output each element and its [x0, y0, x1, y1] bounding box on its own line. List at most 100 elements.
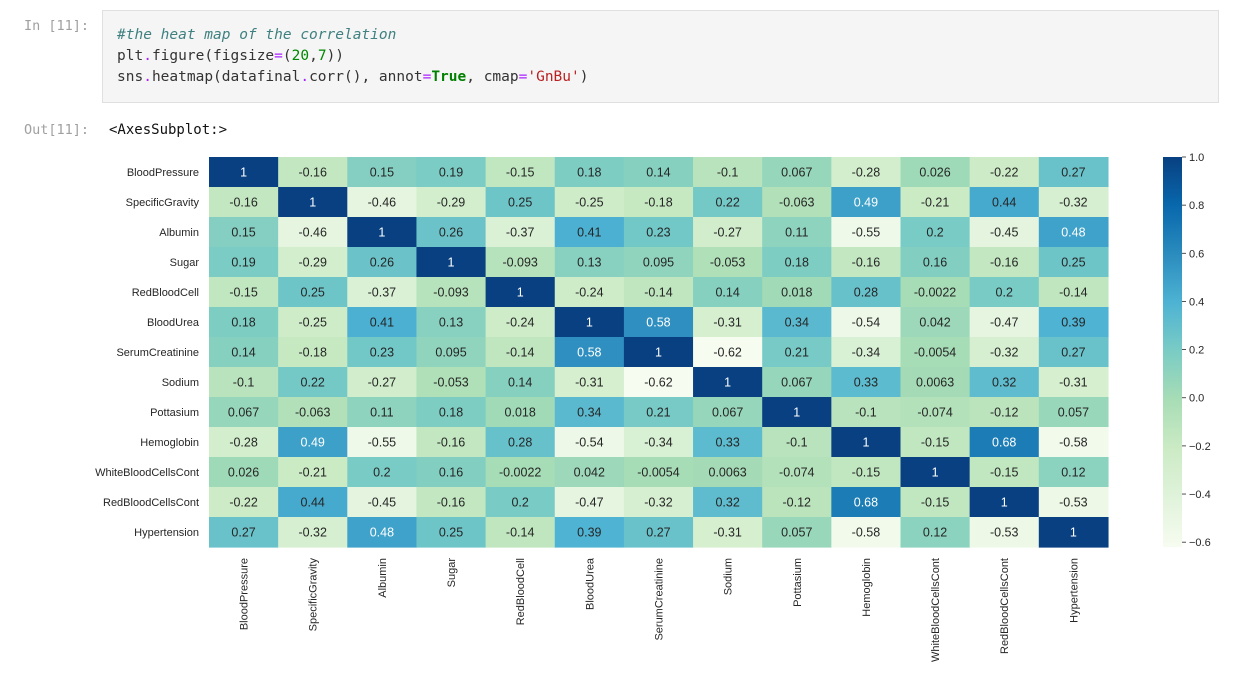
heatmap-cell	[554, 217, 625, 248]
heatmap-cell	[831, 277, 902, 308]
heatmap-annotation: 0.2	[926, 226, 943, 240]
heatmap-annotation: 0.25	[439, 526, 463, 540]
heatmap-cell	[831, 487, 902, 518]
heatmap-annotation: -0.53	[1059, 496, 1088, 510]
heatmap-cell	[900, 307, 971, 338]
heatmap-annotation: -0.063	[779, 196, 814, 210]
heatmap-cell	[209, 217, 279, 248]
heatmap-annotation: 0.057	[1058, 406, 1089, 420]
heatmap-cell	[278, 157, 348, 188]
heatmap-cell	[347, 457, 418, 488]
heatmap-annotation: 0.44	[992, 196, 1016, 210]
heatmap-cell	[278, 277, 348, 308]
heatmap-annotation: 1	[517, 286, 524, 300]
code-cell[interactable]: #the heat map of the correlation plt.fig…	[102, 10, 1219, 103]
heatmap-annotation: -0.12	[990, 406, 1019, 420]
heatmap-cell	[554, 427, 625, 458]
heatmap-cell	[831, 307, 902, 338]
heatmap-annotation: 0.18	[577, 166, 601, 180]
heatmap-cell	[969, 487, 1040, 518]
heatmap-annotation: 0.067	[781, 166, 812, 180]
heatmap-cell	[831, 157, 902, 188]
heatmap-cell	[347, 427, 418, 458]
heatmap-cell	[762, 397, 832, 428]
heatmap-annotation: 0.095	[435, 346, 466, 360]
heatmap-cell	[1038, 457, 1109, 488]
heatmap-cell	[900, 217, 971, 248]
heatmap-annotation: 0.33	[854, 376, 878, 390]
heatmap-cell	[623, 487, 694, 518]
heatmap-cell	[347, 157, 418, 188]
heatmap-cell	[1038, 157, 1109, 188]
heatmap-annotation: -0.31	[713, 526, 742, 540]
heatmap-cell	[485, 367, 556, 398]
heatmap-annotation: -0.16	[852, 256, 881, 270]
heatmap-cell	[693, 427, 763, 458]
heatmap-annotation: -0.18	[644, 196, 673, 210]
heatmap-annotation: -0.47	[990, 316, 1019, 330]
heatmap-annotation: 0.026	[919, 166, 950, 180]
heatmap-annotation: 0.33	[715, 436, 739, 450]
heatmap-annotation: 1	[1001, 496, 1008, 510]
code-token: plt	[117, 48, 144, 64]
heatmap-annotation: 1	[724, 376, 731, 390]
heatmap-annotation: 0.28	[854, 286, 878, 300]
heatmap-cell	[762, 277, 832, 308]
heatmap-cell	[693, 187, 763, 218]
heatmap-annotation: -0.16	[437, 496, 466, 510]
heatmap-cell	[831, 517, 902, 548]
heatmap-cell	[416, 427, 487, 458]
heatmap-annotation: 0.23	[370, 346, 394, 360]
code-line-comment: #the heat map of the correlation	[117, 27, 396, 43]
heatmap-cell	[831, 457, 902, 488]
colorbar-tick-label: −0.6	[1189, 537, 1211, 549]
heatmap-annotation: 0.48	[1061, 226, 1085, 240]
heatmap-cell	[693, 247, 763, 278]
heatmap-annotation: 0.13	[577, 256, 601, 270]
heatmap-cell	[416, 397, 487, 428]
heatmap-cell	[900, 277, 971, 308]
heatmap-annotation: 1	[309, 196, 316, 210]
heatmap-annotation: 0.26	[439, 226, 463, 240]
heatmap-annotation: 0.18	[785, 256, 809, 270]
heatmap-cell	[831, 337, 902, 368]
heatmap-cell	[900, 487, 971, 518]
heatmap-annotation: 0.25	[1061, 256, 1085, 270]
heatmap-annotation: 0.0063	[709, 466, 747, 480]
heatmap-cell	[347, 397, 418, 428]
heatmap-annotation: 1	[448, 256, 455, 270]
heatmap-annotation: -0.62	[713, 346, 742, 360]
heatmap-cell	[900, 367, 971, 398]
heatmap-annotation: -0.18	[298, 346, 327, 360]
y-tick-label: BloodPressure	[127, 167, 199, 179]
heatmap-annotation: 0.14	[231, 346, 255, 360]
heatmap-annotation: 0.28	[508, 436, 532, 450]
heatmap-annotation: -0.14	[644, 286, 673, 300]
heatmap-cell	[209, 187, 279, 218]
x-tick-label: Hemoglobin	[861, 558, 873, 617]
heatmap-cell	[969, 157, 1040, 188]
colorbar	[1163, 157, 1182, 547]
heatmap-cell	[347, 277, 418, 308]
heatmap-cell	[1038, 307, 1109, 338]
heatmap-annotation: -0.15	[921, 496, 950, 510]
heatmap-cell	[900, 187, 971, 218]
heatmap-cell	[693, 307, 763, 338]
heatmap-annotation: 0.0063	[916, 376, 954, 390]
heatmap-cell	[693, 457, 763, 488]
heatmap-cell	[1038, 247, 1109, 278]
heatmap-annotation: 0.067	[781, 376, 812, 390]
code-token: =	[422, 69, 432, 85]
y-tick-label: Hemoglobin	[140, 437, 199, 449]
code-token: =	[274, 48, 283, 64]
heatmap-cell	[416, 157, 487, 188]
heatmap-cell	[1038, 427, 1109, 458]
heatmap-cell	[347, 367, 418, 398]
heatmap-cell	[485, 427, 556, 458]
heatmap-annotation: -0.25	[298, 316, 327, 330]
heatmap-cell	[900, 337, 971, 368]
heatmap-cell	[693, 367, 763, 398]
x-tick-label: BloodUrea	[584, 557, 596, 610]
heatmap-annotation: -0.24	[506, 316, 535, 330]
x-tick-label: Sodium	[723, 558, 735, 595]
